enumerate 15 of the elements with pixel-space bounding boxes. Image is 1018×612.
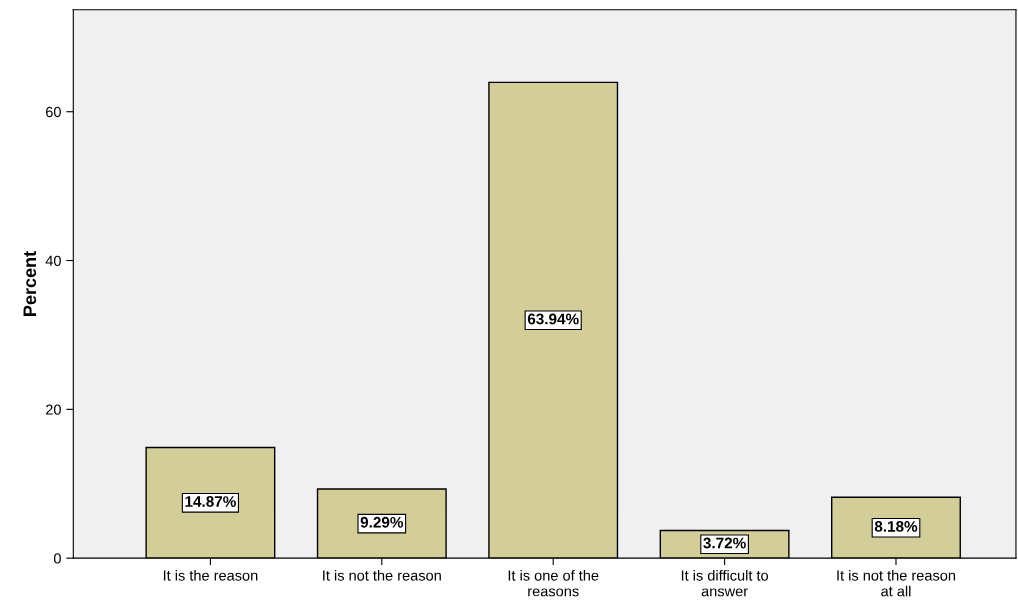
x-tick-label: It is one of the reasons	[508, 569, 599, 597]
y-tick-label: 0	[53, 553, 61, 564]
x-tick-label: It is the reason	[163, 569, 258, 581]
y-tick-label: 20	[46, 404, 61, 415]
y-tick-label: 60	[46, 106, 61, 118]
data-label: 63.94%	[527, 313, 579, 325]
y-axis-title: Percent	[23, 251, 37, 316]
data-label: 8.18%	[874, 521, 918, 532]
x-tick-label: It is not the reason at all	[837, 569, 956, 597]
data-label: 3.72%	[703, 537, 746, 549]
x-tick-label: It is difficult to answer	[681, 569, 769, 597]
data-label: 14.87%	[185, 496, 236, 507]
y-tick-label: 40	[45, 255, 61, 266]
x-tick-label: It is not the reason	[323, 569, 441, 581]
data-label: 9.29%	[360, 516, 404, 528]
